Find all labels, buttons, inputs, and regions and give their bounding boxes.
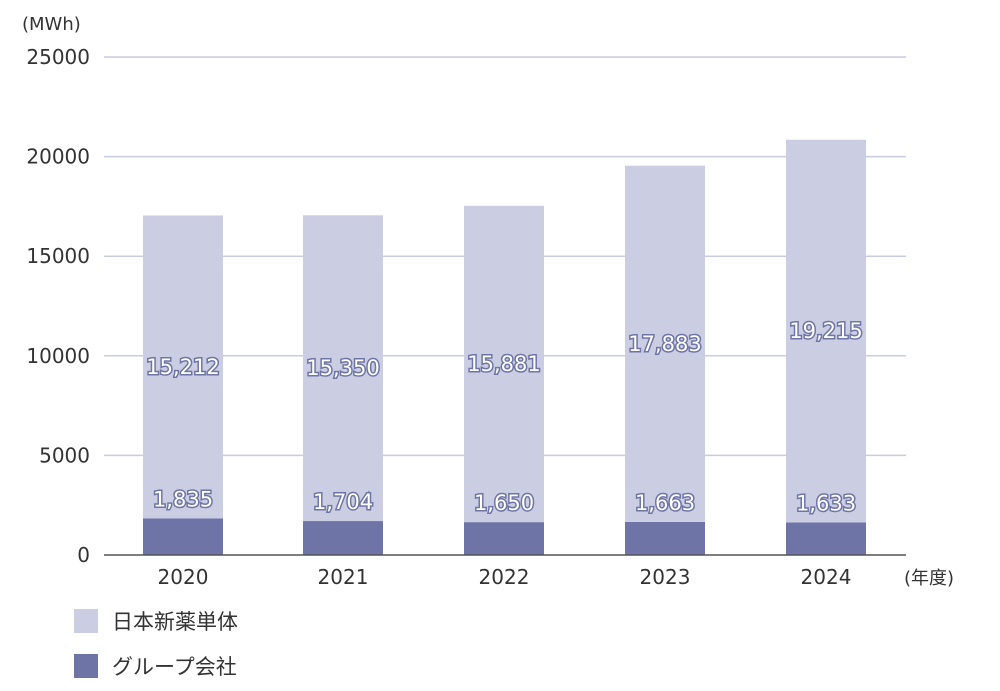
bar-group-companies	[625, 521, 705, 555]
legend-item-single: 日本新薬単体	[74, 606, 238, 636]
data-label-single-company: 19,215	[789, 319, 862, 343]
legend-label-group: グループ会社	[112, 655, 237, 679]
data-label-group-companies: 1,633	[796, 491, 856, 515]
y-tick-label: 15000	[26, 244, 90, 268]
data-label-single-company: 17,883	[628, 332, 701, 356]
legend-swatch-group	[74, 654, 98, 678]
data-label-single-company: 15,212	[146, 355, 219, 379]
y-unit-label: (MWh)	[22, 14, 81, 35]
bar-single-company	[786, 139, 866, 523]
bar-single-company	[303, 215, 383, 522]
data-labels: 1,835 15,212 1,704 15,350 1,650 15,881 1,663 17…	[145, 318, 864, 517]
x-tick-label: 2022	[479, 565, 530, 589]
bar-group-companies	[464, 522, 544, 555]
data-label-single-company: 15,350	[306, 356, 379, 380]
bar-single-company	[464, 205, 544, 523]
bar-group-companies	[303, 521, 383, 555]
y-tick-label: 10000	[26, 344, 90, 368]
data-label-group-companies: 1,704	[313, 490, 373, 514]
y-tick-label: 25000	[26, 45, 90, 69]
x-tick-label: 2020	[158, 565, 209, 589]
y-tick-label: 20000	[26, 145, 90, 169]
legend-swatch-single	[74, 609, 98, 633]
bar-group-companies	[786, 522, 866, 555]
data-label-group-companies: 1,650	[474, 491, 534, 515]
bar-group-companies	[143, 518, 223, 555]
y-tick-label: 5000	[39, 443, 90, 467]
y-tick-label: 0	[77, 543, 90, 567]
x-tick-label: 2024	[801, 565, 852, 589]
bars	[143, 139, 866, 555]
bar-single-company	[143, 215, 223, 519]
bar-single-company	[625, 165, 705, 522]
data-label-group-companies: 1,835	[153, 487, 213, 511]
data-label-single-company: 15,881	[467, 352, 540, 376]
data-label-group-companies: 1,663	[635, 491, 695, 515]
x-unit-label: (年度)	[904, 568, 954, 589]
x-tick-label: 2023	[640, 565, 691, 589]
axes: 0 5000 10000 15000 20000 25000 (MWh) (年度) 2020 20…	[22, 14, 954, 589]
legend-label-single: 日本新薬単体	[112, 610, 238, 634]
x-tick-label: 2021	[318, 565, 369, 589]
legend-item-group: グループ会社	[74, 651, 237, 681]
